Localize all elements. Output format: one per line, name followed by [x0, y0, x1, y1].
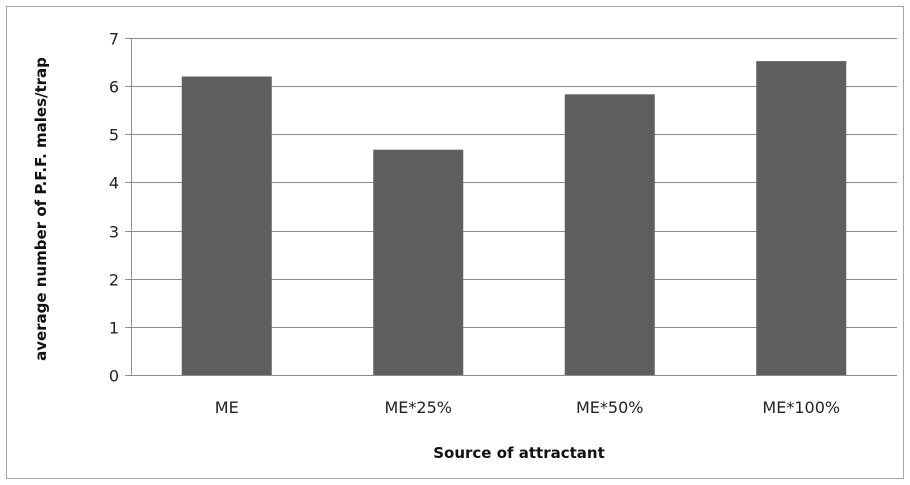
- chart-area: 0 1 2 3 4 5 6 7 ME ME*25% ME*50% ME*100% Source of…: [6, 6, 904, 479]
- bar: [181, 76, 272, 375]
- bars: [181, 61, 847, 375]
- y-tick-label: 1: [109, 319, 119, 338]
- x-tick-label: ME: [215, 398, 239, 417]
- x-tick-label: ME*25%: [385, 398, 452, 417]
- bar-chart: 0 1 2 3 4 5 6 7 ME ME*25% ME*50% ME*100% Source of…: [32, 30, 897, 462]
- y-tick-label: 3: [109, 223, 119, 242]
- x-tick-label: ME*100%: [762, 398, 840, 417]
- x-axis-title: Source of attractant: [433, 444, 605, 462]
- y-tick-label: 6: [109, 78, 119, 97]
- y-tick-label: 0: [109, 367, 119, 386]
- y-tick-labels: 0 1 2 3 4 5 6 7: [109, 30, 119, 386]
- bar: [756, 61, 847, 375]
- bar: [373, 149, 464, 375]
- y-tick-label: 4: [109, 174, 119, 193]
- y-tick-label: 5: [109, 126, 119, 145]
- axes: [131, 38, 897, 376]
- x-tick-label: ME*50%: [576, 398, 643, 417]
- y-tick-label: 2: [109, 271, 119, 290]
- bar: [564, 94, 655, 375]
- y-axis-title: average number of P.F.F. males/trap: [32, 57, 50, 361]
- x-tick-labels: ME ME*25% ME*50% ME*100%: [215, 398, 840, 417]
- y-tick-label: 7: [109, 30, 119, 49]
